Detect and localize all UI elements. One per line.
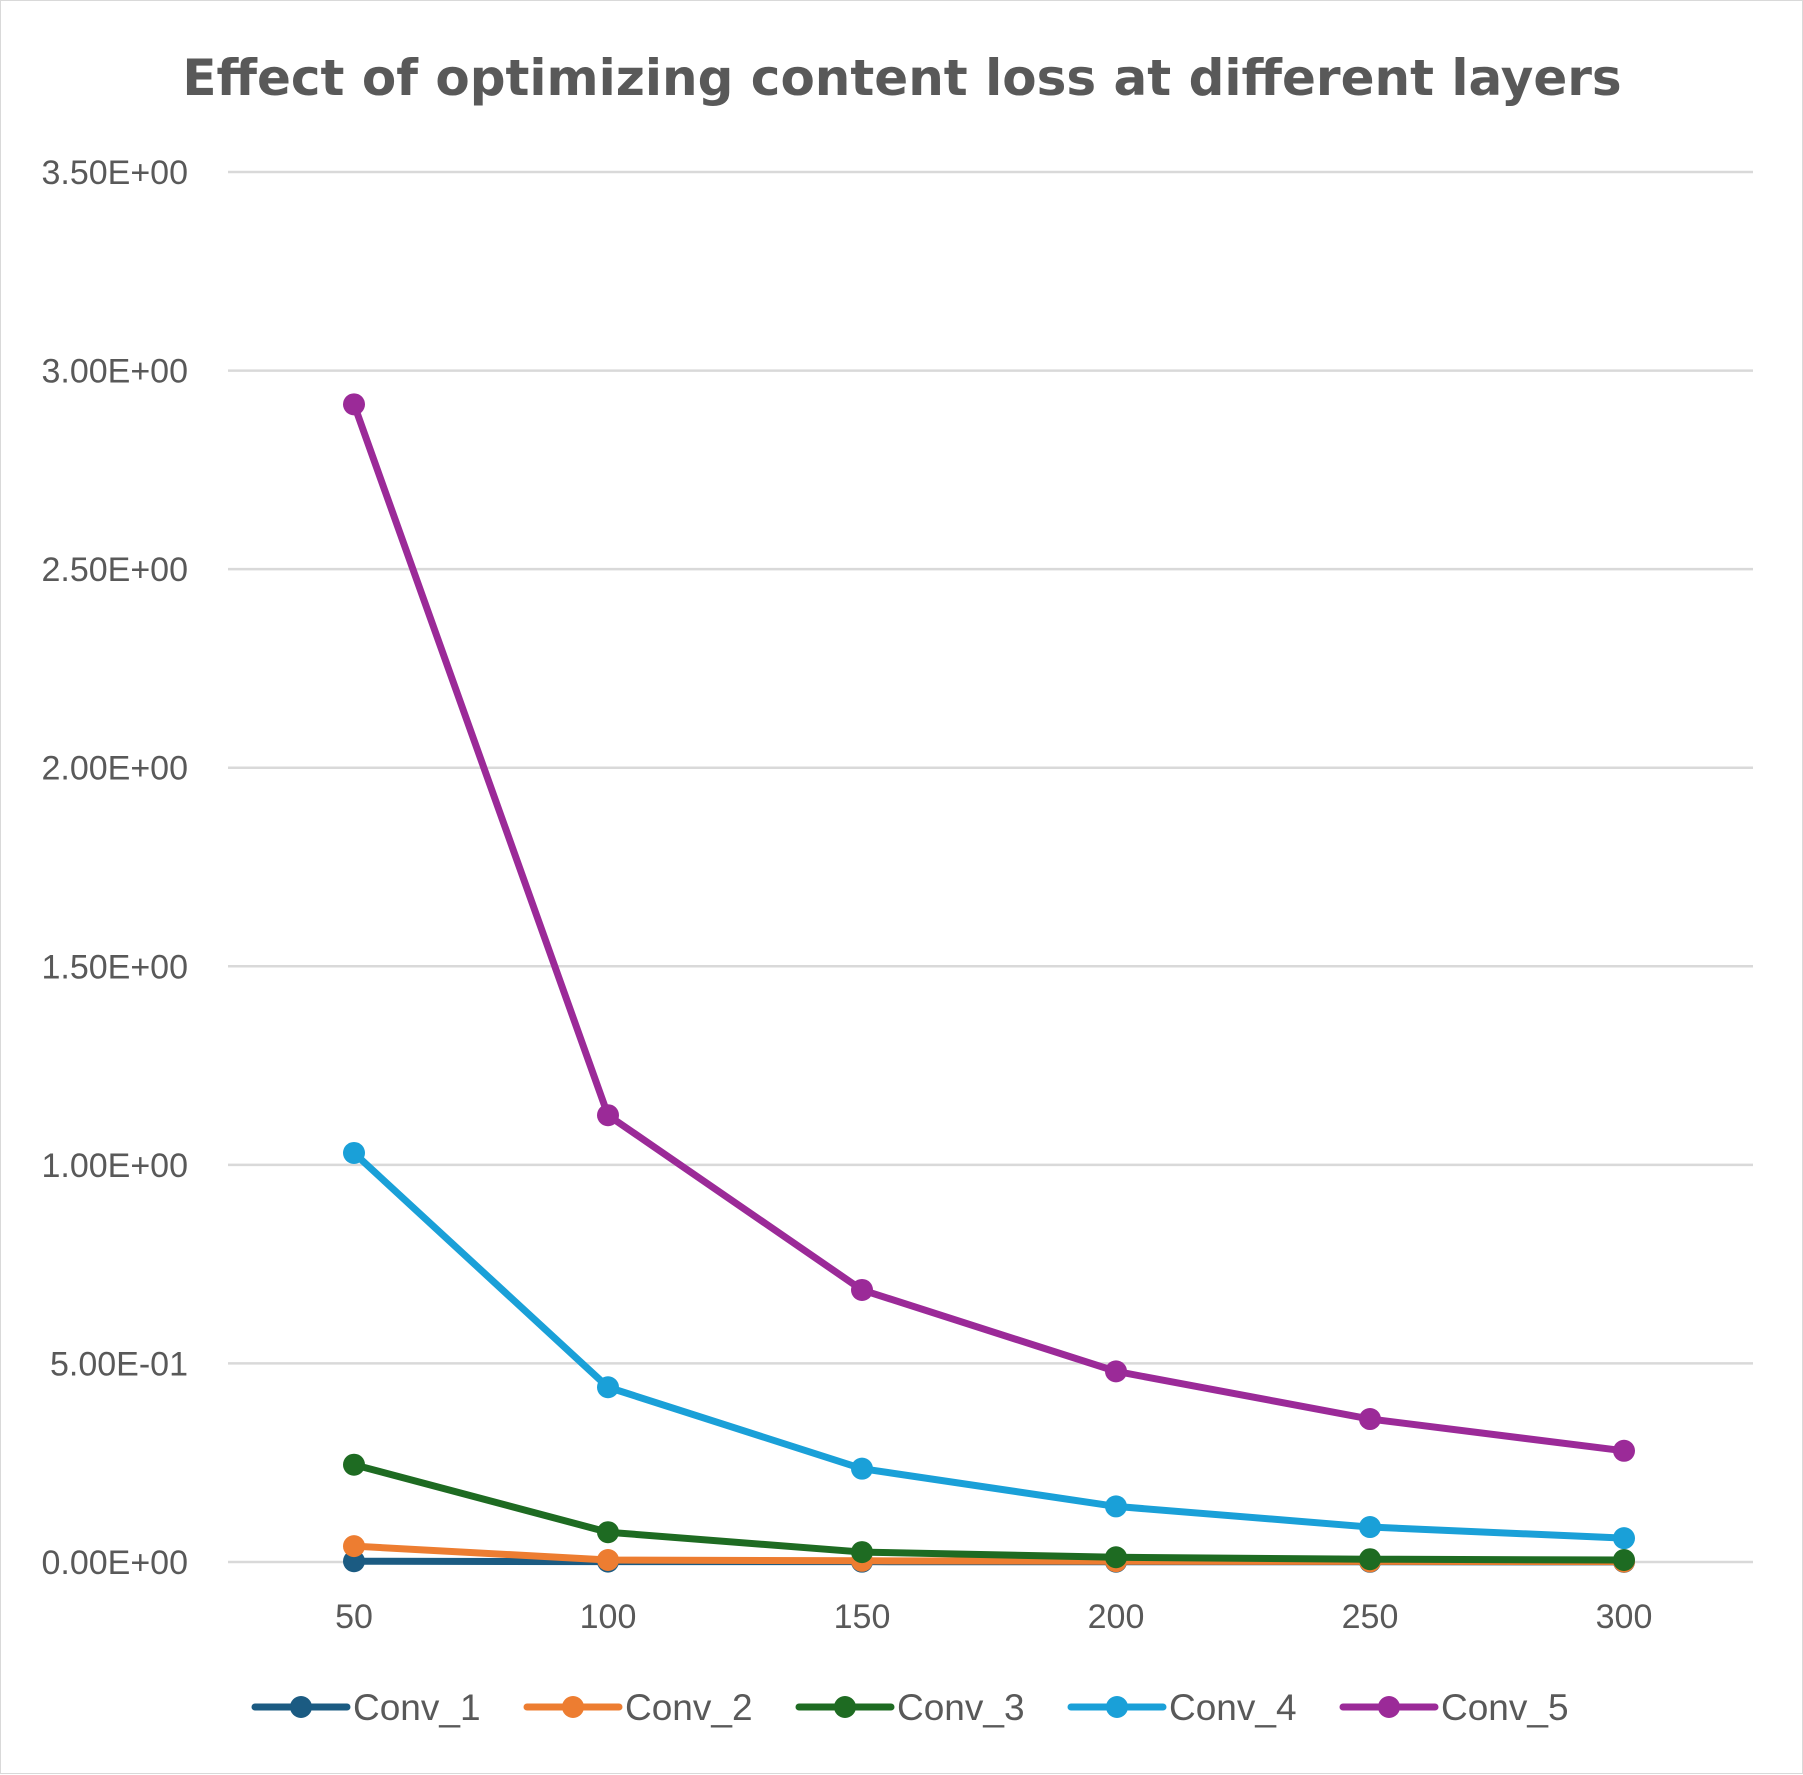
legend-swatch-marker — [562, 1696, 584, 1718]
y-tick-label: 3.50E+00 — [41, 154, 188, 192]
legend-label: Conv_3 — [897, 1687, 1025, 1728]
data-point — [343, 1453, 365, 1476]
legend-item: Conv_4 — [1067, 1687, 1297, 1728]
y-tick-label: 0.00E+00 — [41, 1544, 188, 1582]
x-tick-label: 300 — [1596, 1598, 1653, 1636]
series-conv-5 — [343, 393, 1635, 1462]
y-tick-label: 2.00E+00 — [41, 750, 188, 788]
x-tick-label: 50 — [335, 1598, 373, 1636]
legend-label: Conv_5 — [1441, 1687, 1569, 1728]
data-point — [851, 1278, 873, 1301]
legend-label: Conv_4 — [1169, 1687, 1297, 1728]
chart-title: Effect of optimizing content loss at dif… — [182, 49, 1621, 107]
series-lines — [343, 393, 1635, 1573]
series-line — [350, 1461, 1628, 1564]
legend-item: Conv_5 — [1339, 1687, 1569, 1728]
gridlines — [228, 170, 1753, 1564]
y-tick-label: 1.00E+00 — [41, 1147, 188, 1185]
x-tick-label: 100 — [580, 1598, 637, 1636]
data-point — [1105, 1546, 1127, 1569]
data-point — [1359, 1516, 1381, 1539]
legend-swatch-marker — [290, 1696, 312, 1718]
series-conv-3 — [343, 1453, 1635, 1572]
data-point — [1105, 1495, 1127, 1518]
y-axis-tick-labels: 0.00E+00 5.00E-01 1.00E+00 1.50E+00 2.00E+00… — [41, 154, 188, 1582]
series-line — [350, 400, 1628, 1455]
data-point — [597, 1521, 619, 1544]
data-point — [851, 1457, 873, 1480]
data-point — [343, 1535, 365, 1558]
x-tick-label: 250 — [1342, 1598, 1399, 1636]
y-tick-label: 3.00E+00 — [41, 353, 188, 391]
legend-item: Conv_1 — [251, 1687, 481, 1728]
y-tick-label: 5.00E-01 — [50, 1345, 188, 1383]
series-line — [350, 1149, 1628, 1542]
data-point — [1105, 1360, 1127, 1383]
y-tick-label: 1.50E+00 — [41, 948, 188, 986]
data-point — [1613, 1439, 1635, 1462]
data-point — [851, 1541, 873, 1564]
data-point — [1359, 1408, 1381, 1431]
legend-label: Conv_2 — [625, 1687, 753, 1728]
legend-swatch-marker — [1106, 1696, 1128, 1718]
data-point — [343, 1141, 365, 1164]
legend-label: Conv_1 — [353, 1687, 481, 1728]
legend-item: Conv_3 — [795, 1687, 1025, 1728]
data-point — [597, 1376, 619, 1399]
x-axis-tick-labels: 50 100 150 200 250 300 — [335, 1598, 1652, 1636]
data-point — [1359, 1548, 1381, 1571]
data-point — [597, 1104, 619, 1127]
legend-swatch-marker — [1378, 1696, 1400, 1718]
legend-swatch-marker — [834, 1696, 856, 1718]
y-tick-label: 2.50E+00 — [41, 551, 188, 589]
x-tick-label: 150 — [834, 1598, 891, 1636]
data-point — [1613, 1549, 1635, 1572]
legend-item: Conv_2 — [523, 1687, 753, 1728]
data-point — [597, 1549, 619, 1572]
data-point — [343, 1550, 365, 1573]
data-point — [1613, 1527, 1635, 1550]
legend: Conv_1 Conv_2 Conv_3 Conv_4 Conv_5 — [251, 1687, 1569, 1728]
series-conv-4 — [343, 1141, 1635, 1550]
data-point — [343, 393, 365, 416]
x-tick-label: 200 — [1088, 1598, 1145, 1636]
